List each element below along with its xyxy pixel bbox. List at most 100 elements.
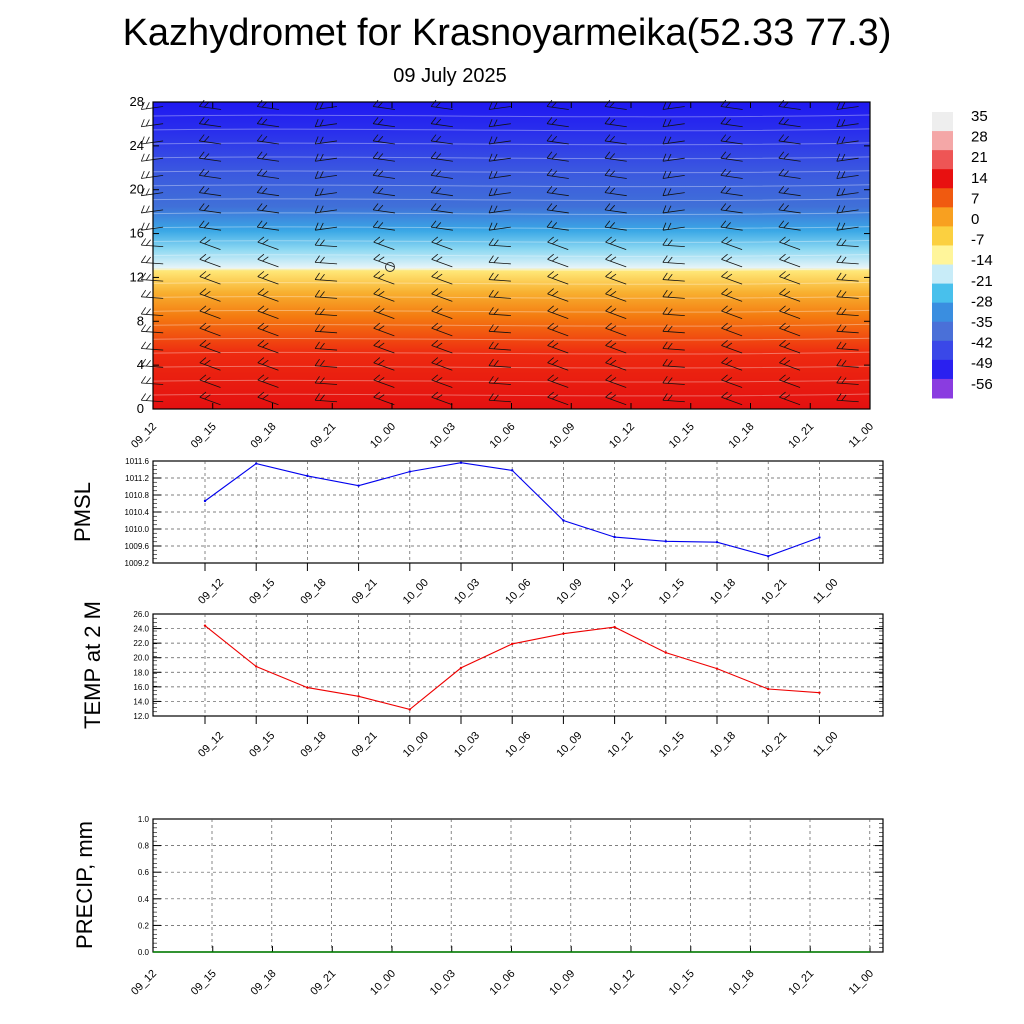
wind-barb bbox=[314, 205, 338, 214]
heatmap-x-tick-label: 09_21 bbox=[308, 421, 338, 451]
wind-barb bbox=[373, 357, 395, 371]
wind-barb bbox=[547, 357, 569, 371]
panel-frame bbox=[152, 613, 884, 717]
y-tick-label: 20.0 bbox=[133, 654, 149, 663]
wind-barb-flag bbox=[430, 168, 437, 176]
wind-barb bbox=[198, 99, 222, 110]
wind-barb-flag bbox=[198, 220, 205, 228]
wind-barb-flag bbox=[779, 357, 786, 364]
wind-barb-flag bbox=[199, 357, 207, 364]
colorbar-swatch bbox=[932, 188, 953, 208]
wind-barb bbox=[488, 393, 511, 403]
wind-barb-shaft bbox=[141, 123, 164, 128]
wind-barb bbox=[488, 255, 511, 265]
x-tick-label: 09_21 bbox=[350, 730, 380, 760]
wind-barb bbox=[140, 238, 164, 248]
wind-barb-flag bbox=[204, 359, 211, 365]
wind-barb-shaft bbox=[141, 157, 164, 162]
wind-barb-shaft bbox=[257, 379, 279, 388]
wind-barb-shaft bbox=[315, 261, 338, 265]
wind-barb bbox=[488, 358, 511, 368]
wind-barb bbox=[721, 391, 743, 406]
wind-barb bbox=[257, 305, 279, 319]
wind-barb-flag bbox=[373, 357, 381, 364]
wind-barb-flag bbox=[783, 256, 791, 262]
wind-barb-shaft bbox=[489, 123, 511, 128]
colorbar-swatch bbox=[932, 131, 953, 151]
wind-barb-flag bbox=[609, 118, 616, 125]
data-point bbox=[203, 499, 207, 503]
wind-barb-flag bbox=[203, 135, 210, 142]
wind-barb-flag bbox=[552, 325, 559, 331]
wind-barb-shaft bbox=[373, 293, 395, 302]
wind-barb bbox=[430, 186, 453, 197]
wind-barb-flag bbox=[720, 203, 727, 211]
x-tick-label: 10_12 bbox=[607, 968, 637, 998]
wind-barb-shaft bbox=[141, 261, 164, 265]
wind-barb-flag bbox=[841, 205, 846, 213]
wind-barb-flag bbox=[377, 170, 384, 177]
wind-barb-flag bbox=[667, 171, 672, 178]
heatmap-x-tick-label: 10_09 bbox=[547, 421, 577, 451]
wind-barb-flag bbox=[319, 205, 324, 213]
wind-barb-shaft bbox=[373, 396, 395, 406]
wind-barb bbox=[836, 341, 859, 351]
wind-barb-flag bbox=[145, 188, 150, 196]
wind-barb-flag bbox=[256, 134, 263, 142]
wind-barb-shaft bbox=[721, 345, 743, 354]
wind-barb-flag bbox=[609, 222, 616, 229]
wind-barb-flag bbox=[552, 359, 559, 365]
wind-barb-flag bbox=[493, 360, 499, 367]
wind-barb-shaft bbox=[431, 345, 453, 354]
wind-barb-shaft bbox=[489, 140, 511, 145]
wind-barb-shaft bbox=[662, 157, 685, 162]
heatmap-y-tick-label: 28 bbox=[130, 94, 144, 109]
wind-barb-flag bbox=[546, 203, 553, 211]
wind-barb bbox=[199, 288, 221, 302]
wind-barb bbox=[198, 186, 222, 197]
wind-barb-flag bbox=[436, 325, 443, 331]
wind-barb-flag bbox=[436, 239, 443, 245]
wind-barb-shaft bbox=[662, 123, 685, 128]
x-tick-label: 11_00 bbox=[811, 577, 841, 607]
wind-barb-flag bbox=[667, 342, 673, 350]
wind-barb-flag bbox=[203, 153, 210, 160]
wind-barb-shaft bbox=[257, 310, 279, 319]
wind-barb-flag bbox=[547, 322, 554, 329]
wind-barb-flag bbox=[551, 204, 558, 211]
wind-barb-flag bbox=[841, 291, 847, 298]
wind-barb bbox=[430, 151, 453, 162]
x-tick-label: 10_12 bbox=[606, 577, 636, 607]
wind-barb bbox=[314, 341, 338, 351]
wind-barb-flag bbox=[140, 272, 147, 280]
wind-barb bbox=[720, 117, 743, 128]
wind-barb bbox=[140, 358, 164, 368]
wind-barb-shaft bbox=[662, 382, 685, 385]
wind-barb bbox=[604, 220, 627, 231]
wind-barb-shaft bbox=[199, 379, 221, 388]
wind-barb-flag bbox=[378, 308, 385, 314]
wind-barb-flag bbox=[377, 135, 384, 142]
wind-barb bbox=[314, 188, 338, 197]
wind-barb-shaft bbox=[605, 362, 627, 371]
wind-barb bbox=[256, 203, 280, 214]
wind-barb-flag bbox=[609, 239, 617, 245]
wind-barb-shaft bbox=[662, 365, 685, 368]
wind-barb-flag bbox=[140, 341, 147, 349]
wind-barb bbox=[779, 322, 801, 337]
wind-barb-shaft bbox=[662, 261, 685, 265]
colorbar-swatch bbox=[932, 169, 953, 189]
wind-barb bbox=[314, 272, 338, 282]
wind-barb-flag bbox=[720, 186, 727, 193]
wind-barb-shaft bbox=[257, 396, 279, 406]
wind-barb-flag bbox=[783, 187, 789, 194]
wind-barb-flag bbox=[378, 256, 385, 262]
wind-barb-flag bbox=[436, 359, 443, 365]
wind-barb-flag bbox=[203, 187, 210, 194]
wind-barb-flag bbox=[609, 359, 617, 365]
wind-barb-flag bbox=[314, 289, 320, 298]
wind-barb-flag bbox=[140, 153, 145, 162]
wind-barb-flag bbox=[435, 204, 442, 211]
data-point bbox=[562, 632, 565, 635]
wind-barb-flag bbox=[435, 153, 442, 160]
